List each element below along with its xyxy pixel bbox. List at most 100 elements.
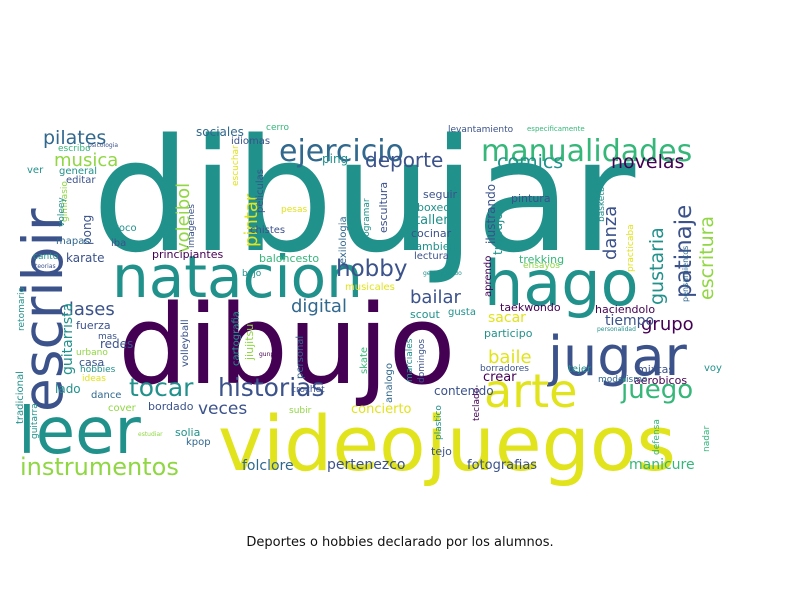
- word-cerro: cerro: [266, 123, 290, 133]
- word-retomario: retomario: [17, 286, 27, 331]
- word-contenido: contenido: [434, 384, 494, 398]
- word-hobbies: hobbies: [80, 365, 116, 375]
- word-bordado: bordado: [148, 400, 194, 413]
- word-bajo: bajo: [242, 269, 262, 279]
- word-trabajo: trabajo: [491, 212, 505, 255]
- word-skate: skate: [359, 347, 370, 374]
- figure-caption: Deportes o hobbies declarado por los alu…: [246, 535, 554, 550]
- word-comics: comics: [497, 151, 563, 173]
- word-redes: redes: [100, 337, 133, 351]
- word-clases: clases: [59, 299, 115, 320]
- word-teclado: teclado: [472, 387, 482, 421]
- word-domingos: domingos: [417, 339, 427, 383]
- word-tejer: tejer: [568, 364, 592, 375]
- word-aerobicos: aerobicos: [634, 374, 687, 387]
- word-hobby: hobby: [336, 256, 407, 282]
- word-ideas: ideas: [82, 374, 106, 384]
- word-volleyball: volleyball: [180, 319, 191, 367]
- word-baile: baile: [488, 347, 532, 368]
- word-dance: dance: [91, 390, 121, 401]
- word-ping: ping: [322, 152, 348, 166]
- word-fotografias: fotografias: [467, 458, 537, 473]
- word-plastico: plastico: [434, 405, 444, 440]
- word-baloncesto: baloncesto: [259, 252, 319, 265]
- word-musica: musica: [54, 150, 118, 171]
- word-seguir: seguir: [423, 188, 458, 201]
- word-digital: digital: [291, 296, 347, 317]
- word-general: general: [59, 166, 97, 177]
- word-manicure: manicure: [629, 457, 695, 473]
- word-personalidad: personalidad: [597, 326, 636, 333]
- word-pilates: pilates: [43, 127, 106, 149]
- word-basketball: basketball: [597, 176, 607, 222]
- word-danza: danza: [600, 206, 621, 260]
- word-principiantes: principiantes: [152, 248, 223, 261]
- word-musicales: musicales: [345, 282, 395, 293]
- word-subir: subir: [289, 406, 312, 416]
- word-defensa: defensa: [652, 419, 662, 455]
- word-imagenes: imagenes: [187, 204, 197, 248]
- word-scout: scout: [410, 308, 440, 321]
- word-gusta: gusta: [448, 307, 476, 318]
- word-tiempo: tiempo: [605, 313, 654, 329]
- word-gimnasio: gimnasio: [60, 181, 70, 222]
- word-manualidades: manualidades: [481, 134, 692, 169]
- word-psicologia: psicologia: [88, 142, 118, 149]
- word-idiomas: idiomas: [231, 136, 270, 147]
- word-nadar: nadar: [702, 426, 712, 452]
- word-videojuegos: videojuegos: [218, 399, 676, 488]
- word-ilustrando: ilustrando: [484, 184, 498, 244]
- word-hago: hago: [484, 247, 639, 320]
- word-lado: lado: [55, 382, 81, 396]
- word-iba: iba: [111, 238, 126, 249]
- word-especificamente: especificamente: [527, 125, 585, 133]
- word-analogo: analogo: [384, 363, 395, 403]
- word-grupo: grupo: [641, 314, 694, 335]
- word-editar: editar: [66, 175, 96, 186]
- word-tocar: tocar: [129, 373, 194, 402]
- word-dibujar: dibujar: [92, 105, 636, 287]
- word-gustaria: gustaria: [646, 227, 668, 305]
- word-juego: juego: [620, 375, 693, 405]
- word-trekking: trekking: [519, 253, 564, 266]
- word-estudiar: estudiar: [138, 431, 163, 438]
- word-practicaba: practicaba: [626, 224, 636, 272]
- word-solia: solia: [175, 426, 200, 439]
- word-cocinar: cocinar: [411, 227, 452, 240]
- word-boxeo: boxeo: [417, 201, 450, 214]
- word-canto: canto: [33, 252, 59, 262]
- word-ejercicio: ejercicio: [279, 134, 404, 169]
- word-voleey: voleey: [57, 197, 67, 227]
- word-cartografia: cartografia: [231, 311, 242, 366]
- word-bailar: bailar: [410, 287, 461, 308]
- word-novelas: novelas: [611, 151, 684, 173]
- word-escultura: escultura: [377, 182, 390, 233]
- word-pertenezco: pertenezco: [327, 457, 405, 473]
- word-folclore: folclore: [242, 458, 294, 474]
- word-pensamientos: pensamientos: [681, 246, 690, 302]
- word-arte: arte: [484, 364, 577, 418]
- word-voleibol: voleibol: [173, 183, 194, 253]
- word-personal: personal: [295, 336, 306, 379]
- word-fuerza: fuerza: [76, 319, 111, 332]
- word-concierto: concierto: [351, 402, 412, 417]
- word-mapas: mapas: [56, 236, 90, 247]
- word-crear: crear: [483, 370, 517, 385]
- word-pintura: pintura: [511, 192, 551, 205]
- word-levantamiento: levantamiento: [448, 125, 514, 135]
- word-cover: cover: [108, 403, 137, 414]
- word-veces: veces: [198, 399, 247, 419]
- word-crochet: crochet: [291, 385, 325, 395]
- word-ensayos: ensayos: [523, 261, 560, 271]
- word-generalizado: generalizado: [423, 270, 462, 277]
- word-taller: taller: [415, 213, 449, 228]
- word-toco: toco: [115, 223, 137, 234]
- word-ver: ver: [27, 165, 44, 176]
- word-tradicional: tradicional: [15, 371, 26, 424]
- word-natacion: natacion: [112, 243, 363, 311]
- word-escuchar: escuchar: [231, 145, 241, 186]
- word-kpop: kpop: [186, 437, 211, 448]
- word-urbano: urbano: [76, 348, 108, 358]
